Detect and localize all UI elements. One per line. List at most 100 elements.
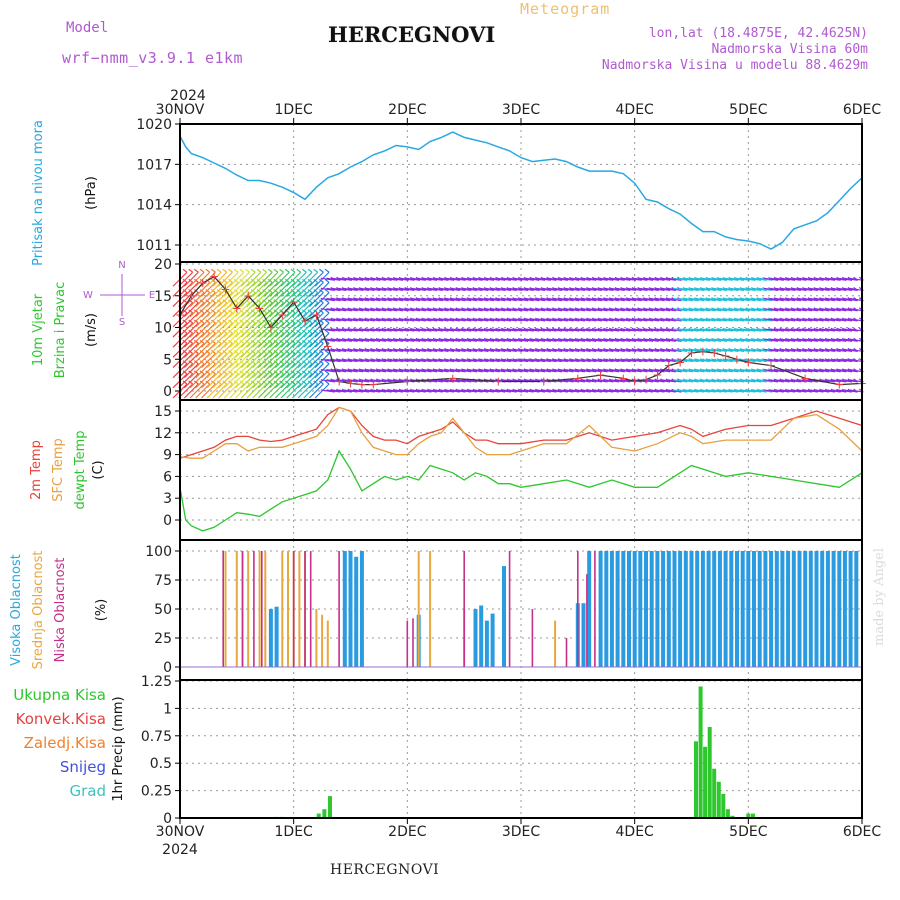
wind-arrow-head xyxy=(267,350,273,354)
wind-arrow xyxy=(308,342,324,358)
wind-arrow xyxy=(451,338,466,342)
wind-gust-marker: + xyxy=(596,368,606,382)
wind-arrow xyxy=(428,369,443,373)
cloud-bar xyxy=(326,620,329,667)
wind-arrow xyxy=(826,277,841,281)
wind-arrow xyxy=(798,318,813,322)
wind-arrow xyxy=(735,308,750,312)
wind-arrow-head xyxy=(211,339,216,344)
wind-arrow xyxy=(644,318,659,322)
cloud-bar xyxy=(264,551,267,667)
wind-arrow xyxy=(405,389,421,393)
wind-arrow xyxy=(758,379,773,383)
wind-arrow xyxy=(240,373,256,389)
wind-arrow xyxy=(411,348,426,353)
wind-arrow xyxy=(229,373,245,389)
wind-arrow xyxy=(320,348,335,353)
wind-arrow-head xyxy=(199,289,205,294)
wind-arrow xyxy=(337,297,352,302)
wind-arrow xyxy=(479,358,494,363)
wind-arrow xyxy=(434,369,449,373)
wind-arrow xyxy=(485,287,500,292)
wind-arrow xyxy=(690,308,705,312)
wind-arrow xyxy=(627,297,642,302)
wind-arrow-head xyxy=(233,380,239,385)
wind-arrow xyxy=(627,328,642,332)
wind-arrow xyxy=(485,348,500,353)
wind-arrow xyxy=(291,383,307,399)
wind-arrow-head xyxy=(256,299,262,304)
wind-arrow xyxy=(371,379,387,383)
wind-arrow xyxy=(792,389,807,393)
wind-arrow xyxy=(257,383,273,399)
wind-arrow-head xyxy=(228,268,233,273)
wind-arrow xyxy=(320,287,335,292)
wind-arrow xyxy=(183,312,199,328)
wind-arrow xyxy=(519,308,534,312)
wind-arrow-head xyxy=(188,360,194,365)
wind-arrow xyxy=(684,348,699,353)
wind-arrow xyxy=(553,308,568,312)
wind-arrow xyxy=(781,297,796,302)
wind-arrow xyxy=(712,389,728,393)
wind-arrow xyxy=(474,358,489,363)
wind-arrow xyxy=(769,358,784,363)
wind-arrow xyxy=(798,338,813,342)
wind-arrow xyxy=(775,389,790,393)
wind-arrow xyxy=(650,338,665,342)
wind-arrow xyxy=(218,383,233,399)
wind-arrow xyxy=(621,328,637,332)
wind-arrow xyxy=(445,277,460,281)
cloud-bar xyxy=(565,638,568,667)
temperature-ytick-label: 6 xyxy=(163,469,172,485)
wind-arrow xyxy=(803,369,818,373)
wind-arrow xyxy=(542,389,557,393)
wind-arrow xyxy=(457,348,472,353)
wind-arrow xyxy=(638,358,654,363)
wind-arrow xyxy=(559,348,574,353)
wind-arrow-head xyxy=(199,370,205,375)
wind-arrow xyxy=(849,318,864,322)
wind-arrow-head xyxy=(194,350,199,354)
wind-arrow xyxy=(741,358,756,363)
wind-arrow xyxy=(485,277,500,281)
wind-arrow xyxy=(690,328,705,332)
wind-arrow xyxy=(570,277,585,281)
wind-arrow xyxy=(627,287,642,292)
wind-arrow xyxy=(360,389,375,393)
wind-arrow-head xyxy=(279,380,284,385)
wind-arrow xyxy=(269,342,285,358)
wind-arrow xyxy=(428,287,443,292)
wind-arrow xyxy=(741,389,756,393)
wind-arrow xyxy=(809,369,824,373)
cloud-bar xyxy=(342,551,347,667)
wind-arrow xyxy=(650,287,665,292)
wind-arrow xyxy=(519,287,534,292)
bottom-day-label: 1DEC xyxy=(275,824,314,840)
wind-arrow-head xyxy=(313,268,319,273)
wind-arrow xyxy=(576,338,591,342)
wind-arrow-head xyxy=(211,380,216,385)
wind-arrow-head xyxy=(211,278,216,283)
wind-arrow-head xyxy=(301,309,307,314)
cloud-bar xyxy=(627,551,631,667)
wind-arrow xyxy=(297,342,313,358)
wind-arrow xyxy=(468,308,483,312)
wind-arrow xyxy=(582,308,597,312)
wind-arrow xyxy=(235,271,250,287)
wind-arrow xyxy=(792,287,807,292)
wind-arrow xyxy=(257,281,273,297)
wind-arrow xyxy=(820,308,835,312)
wind-arrow xyxy=(570,338,585,342)
wind-gust-marker: + xyxy=(220,282,230,296)
wind-arrow xyxy=(343,379,358,383)
wind-gust-marker: + xyxy=(198,276,208,290)
wind-arrow xyxy=(332,328,347,332)
wind-arrow xyxy=(820,369,835,373)
wind-arrow-head xyxy=(245,360,250,365)
top-day-label: 5DEC xyxy=(729,102,768,118)
wind-arrow xyxy=(263,292,279,307)
wind-arrow-head xyxy=(313,350,319,354)
precipitation-ytick-label: 1 xyxy=(163,701,172,717)
wind-arrow xyxy=(530,297,546,302)
